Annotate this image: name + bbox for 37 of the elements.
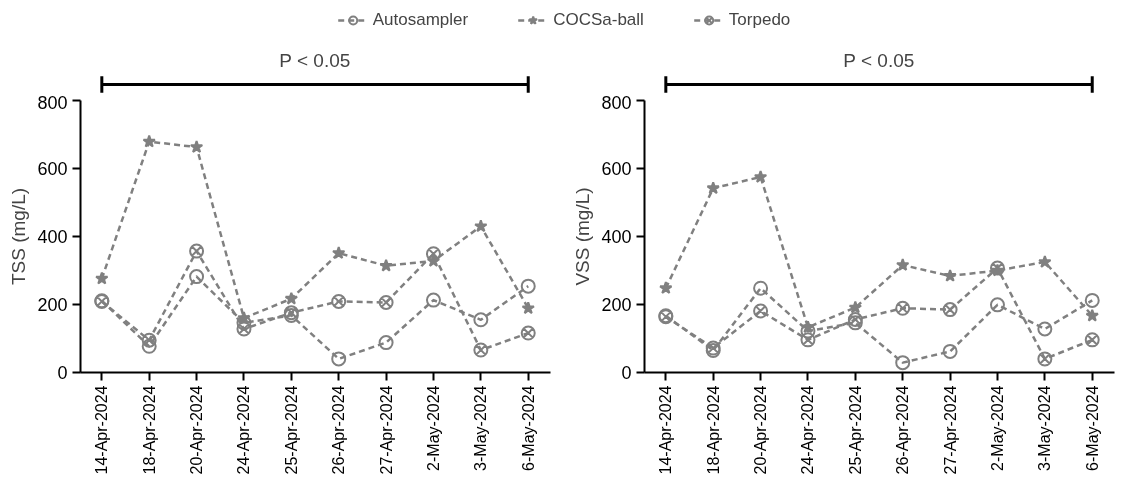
x-tick-label: 14-Apr-2024 [93,385,111,475]
text: P < 0.05 [843,49,915,71]
y-tick-label: 0 [57,363,68,383]
y-tick-label: 800 [601,92,632,113]
x-tick-label: 26-Apr-2024 [894,385,912,475]
x-tick-label: 27-Apr-2024 [941,385,959,475]
y-tick-label: 600 [37,159,68,179]
y-tick-label: 800 [37,92,68,113]
y-axis-title: TSS (mg/L) [8,187,30,286]
x-tick-label: 14-Apr-2024 [657,385,675,475]
x-tick-label: 20-Apr-2024 [188,385,206,475]
x-tick-label: 3-May-2024 [1036,385,1054,471]
x-tick-label: 6-May-2024 [519,385,537,471]
x-tick-label: 3-May-2024 [472,385,490,471]
x-tick-label: 24-Apr-2024 [235,385,253,475]
legend-label: Torpedo [728,10,791,30]
y-tick-label: 400 [601,227,632,247]
text: P < 0.05 [279,49,351,71]
y-tick-label: 0 [621,363,632,383]
legend-label: COCSa-ball [553,10,644,30]
x-tick-label: 25-Apr-2024 [282,385,300,475]
y-axis-title: VSS (mg/L) [572,187,594,286]
x-tick-label: 25-Apr-2024 [846,385,864,475]
y-tick-label: 400 [37,227,68,247]
x-tick-label: 2-May-2024 [424,385,442,471]
legend-label: Autosampler [372,10,469,30]
x-tick-label: 18-Apr-2024 [704,385,722,475]
x-tick-label: 6-May-2024 [1083,385,1101,471]
x-tick-label: 27-Apr-2024 [377,385,395,475]
x-tick-label: 24-Apr-2024 [799,385,817,475]
x-tick-label: 2-May-2024 [988,385,1006,471]
x-tick-label: 26-Apr-2024 [330,385,348,475]
y-tick-label: 600 [601,159,632,179]
y-tick-label: 200 [601,295,632,315]
x-tick-label: 18-Apr-2024 [140,385,158,475]
y-tick-label: 200 [37,295,68,315]
x-tick-label: 20-Apr-2024 [752,385,770,475]
